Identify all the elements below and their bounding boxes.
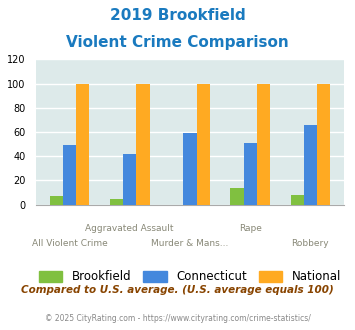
Bar [136, 83, 149, 205]
Text: All Violent Crime: All Violent Crime [32, 239, 107, 248]
Legend: Brookfield, Connecticut, National: Brookfield, Connecticut, National [34, 266, 346, 288]
Bar [123, 154, 136, 205]
Bar [304, 125, 317, 205]
Text: Murder & Mans...: Murder & Mans... [151, 239, 229, 248]
Bar [257, 83, 270, 205]
Bar [110, 199, 123, 205]
Bar [76, 83, 89, 205]
Text: Aggravated Assault: Aggravated Assault [86, 224, 174, 233]
Text: 2019 Brookfield: 2019 Brookfield [110, 8, 245, 23]
Text: Robbery: Robbery [291, 239, 329, 248]
Text: Violent Crime Comparison: Violent Crime Comparison [66, 35, 289, 50]
Bar [50, 196, 63, 205]
Bar [197, 83, 210, 205]
Bar [183, 133, 197, 205]
Text: Rape: Rape [239, 224, 262, 233]
Bar [290, 195, 304, 205]
Bar [230, 188, 244, 205]
Bar [244, 143, 257, 205]
Text: © 2025 CityRating.com - https://www.cityrating.com/crime-statistics/: © 2025 CityRating.com - https://www.city… [45, 314, 310, 323]
Text: Compared to U.S. average. (U.S. average equals 100): Compared to U.S. average. (U.S. average … [21, 285, 334, 295]
Bar [63, 145, 76, 205]
Bar [317, 83, 330, 205]
